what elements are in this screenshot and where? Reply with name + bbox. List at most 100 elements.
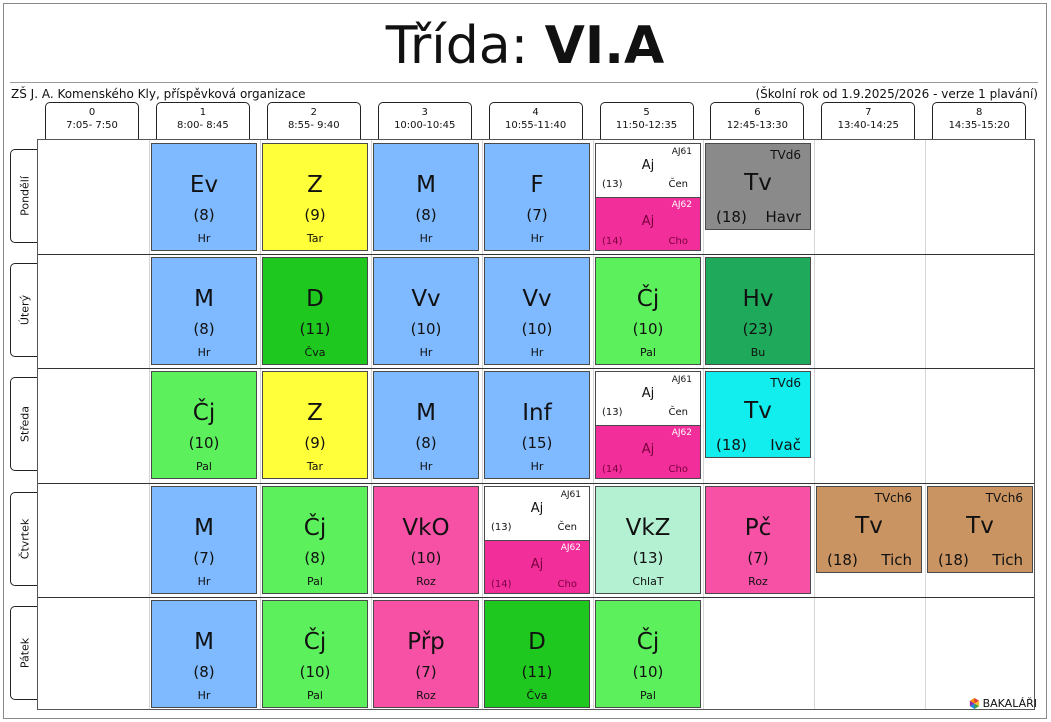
lesson-subject: VkO [402, 515, 450, 541]
lesson-teacher: Hr [197, 575, 211, 588]
group-lesson-top[interactable]: AJ61 Aj (13) Čen [596, 372, 700, 425]
lesson-cell[interactable]: Inf (15) Hr [484, 371, 590, 479]
grid-row-divider [38, 368, 1034, 369]
lesson-cell[interactable]: Ev (8) Hr [151, 143, 257, 251]
lesson-cell[interactable]: Vv (10) Hr [484, 257, 590, 365]
lesson-teacher: Hr [197, 346, 211, 359]
lesson-cell[interactable]: Čj (10) Pal [595, 600, 701, 708]
lesson-teacher: Cho [668, 464, 688, 475]
hour-number: 8 [976, 107, 983, 118]
lesson-cell[interactable]: TVch6 Tv (18) Tich [816, 486, 922, 573]
group-lesson-bottom[interactable]: AJ62 Aj (14) Cho [485, 540, 589, 593]
lesson-cell[interactable]: AJ61 Aj (13) Čen AJ62 Aj (14) Cho [595, 143, 701, 251]
hour-number: 3 [421, 107, 428, 118]
group-lesson-bottom[interactable]: AJ62 Aj (14) Cho [596, 425, 700, 478]
lesson-subject: Čj [636, 629, 660, 655]
hour-number: 1 [199, 107, 207, 118]
hour-header: 5 11:50-12:35 [599, 102, 694, 139]
lesson-teacher: Pal [196, 460, 212, 473]
page-title: Třída: VI.A [385, 16, 665, 76]
lesson-room: (11) [521, 663, 553, 681]
lesson-room: (8) [193, 206, 215, 224]
lesson-cell[interactable]: Vv (10) Hr [373, 257, 479, 365]
bakalari-logo: BAKALÁŘI [969, 697, 1037, 710]
lesson-teacher: Cho [668, 236, 688, 247]
lesson-teacher: Roz [416, 689, 436, 702]
lesson-room: (8) [415, 434, 437, 452]
lesson-cell[interactable]: F (7) Hr [484, 143, 590, 251]
lesson-group: AJ61 [671, 147, 692, 157]
lesson-room: (14) [602, 464, 623, 475]
lesson-room: (10) [632, 320, 664, 338]
lesson-cell[interactable]: AJ61 Aj (13) Čen AJ62 Aj (14) Cho [595, 371, 701, 479]
lesson-cell[interactable]: Čj (10) Pal [595, 257, 701, 365]
hour-number: 0 [88, 107, 96, 118]
hour-header: 7 13:40-14:25 [821, 102, 916, 139]
lesson-cell[interactable]: Čj (10) Pal [262, 600, 368, 708]
lesson-teacher: Pal [307, 689, 323, 702]
lesson-cell[interactable]: M (8) Hr [151, 257, 257, 365]
lesson-room: (8) [193, 320, 215, 338]
lesson-cell[interactable]: M (8) Hr [373, 371, 479, 479]
school-name: ZŠ J. A. Komenského Kly, příspěvková org… [11, 87, 306, 101]
lesson-cell[interactable]: Čj (8) Pal [262, 486, 368, 594]
lesson-teacher: Čen [668, 407, 688, 418]
lesson-subject: Aj [641, 386, 655, 401]
lesson-cell[interactable]: TVch6 Tv (18) Tich [927, 486, 1033, 573]
hour-number: 4 [532, 107, 539, 118]
lesson-subject: Tv [744, 398, 772, 424]
lesson-room: (11) [299, 320, 331, 338]
hour-number: 7 [865, 107, 872, 118]
lesson-cell[interactable]: Pč (7) Roz [705, 486, 811, 594]
lesson-cell[interactable]: VkZ (13) ChlaT [595, 486, 701, 594]
lesson-cell[interactable]: Z (9) Tar [262, 143, 368, 251]
lesson-room: (8) [304, 549, 326, 567]
group-lesson-bottom[interactable]: AJ62 Aj (14) Cho [596, 197, 700, 250]
hour-number: 2 [310, 107, 317, 118]
lesson-teacher: Pal [640, 689, 656, 702]
group-lesson-top[interactable]: AJ61 Aj (13) Čen [596, 144, 700, 197]
lesson-teacher: Pal [307, 575, 323, 588]
lesson-room: (14) [602, 236, 623, 247]
lesson-room: (10) [410, 549, 442, 567]
lesson-room: (10) [521, 320, 553, 338]
lesson-cell[interactable]: D (11) Čva [484, 600, 590, 708]
lesson-cell[interactable]: AJ61 Aj (13) Čen AJ62 Aj (14) Cho [484, 486, 590, 594]
lesson-cell[interactable]: TVd6 Tv (18) Havr [705, 143, 811, 230]
lesson-cell[interactable]: VkO (10) Roz [373, 486, 479, 594]
lesson-room: (13) [491, 522, 512, 533]
lesson-subject: Aj [530, 557, 544, 572]
grid-column-divider [149, 140, 150, 709]
bakalari-logo-text: BAKALÁŘI [982, 697, 1037, 710]
lesson-cell[interactable]: M (8) Hr [373, 143, 479, 251]
lesson-subject: Vv [411, 286, 441, 312]
lesson-subject: Tv [855, 513, 883, 539]
lesson-cell[interactable]: TVd6 Tv (18) Ivač [705, 371, 811, 458]
lesson-teacher: Pal [640, 346, 656, 359]
lesson-room: (7) [415, 663, 437, 681]
lesson-cell[interactable]: M (8) Hr [151, 600, 257, 708]
lesson-cell[interactable]: Z (9) Tar [262, 371, 368, 479]
bakalari-logo-icon [969, 698, 979, 709]
school-year-label: (Školní rok od 1.9.2025/2026 - verze 1 p… [755, 87, 1038, 101]
lesson-teacher: Hr [419, 460, 433, 473]
lesson-cell[interactable]: D (11) Čva [262, 257, 368, 365]
group-lesson-top[interactable]: AJ61 Aj (13) Čen [485, 487, 589, 540]
lesson-subject: Inf [522, 400, 552, 426]
lesson-cell[interactable]: Hv (23) Bu [705, 257, 811, 365]
lesson-cell[interactable]: Přp (7) Roz [373, 600, 479, 708]
hour-time: 8:00- 8:45 [177, 120, 229, 131]
grid-column-divider [260, 140, 261, 709]
lesson-cell[interactable]: M (7) Hr [151, 486, 257, 594]
hour-header: 2 8:55- 9:40 [266, 102, 361, 139]
lesson-subject: D [528, 629, 546, 655]
lesson-teacher: Hr [530, 346, 544, 359]
title-divider [10, 82, 1038, 83]
lesson-teacher: Roz [416, 575, 436, 588]
lesson-subject: Hv [742, 286, 774, 312]
grid-column-divider [925, 140, 926, 709]
lesson-teacher: Čva [526, 689, 548, 702]
lesson-cell[interactable]: Čj (10) Pal [151, 371, 257, 479]
lesson-room: (8) [193, 663, 215, 681]
day-header: Pátek [10, 605, 38, 700]
